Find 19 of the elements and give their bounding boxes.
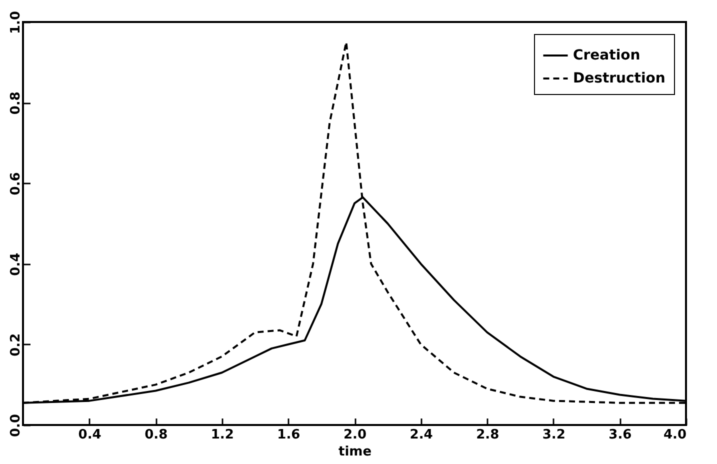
y-tick-label: 0.8 xyxy=(8,92,24,115)
y-tick-label: 0.0 xyxy=(8,414,24,438)
x-tick-label: 3.2 xyxy=(542,428,566,442)
y-tick-label: 0.2 xyxy=(8,333,24,356)
x-axis-title: time xyxy=(338,444,372,460)
x-tick-label: 2.0 xyxy=(343,428,367,442)
x-tick-label: 1.2 xyxy=(210,428,234,442)
legend-label: Creation xyxy=(573,48,640,64)
y-tick-label: 0.4 xyxy=(8,252,24,276)
legend-label: Destruction xyxy=(573,70,666,86)
x-tick-label: 0.4 xyxy=(78,428,102,442)
x-tick-label: 3.6 xyxy=(608,428,632,442)
x-tick-label: 2.4 xyxy=(410,428,433,442)
y-tick-label: 0.6 xyxy=(8,172,24,196)
x-tick-label: 1.6 xyxy=(277,428,300,442)
x-tick-label: 2.8 xyxy=(476,428,500,442)
y-tick-label: 1.0 xyxy=(8,10,24,34)
x-tick-label: 4.0 xyxy=(663,428,686,442)
x-tick-label: 0.8 xyxy=(144,428,168,442)
